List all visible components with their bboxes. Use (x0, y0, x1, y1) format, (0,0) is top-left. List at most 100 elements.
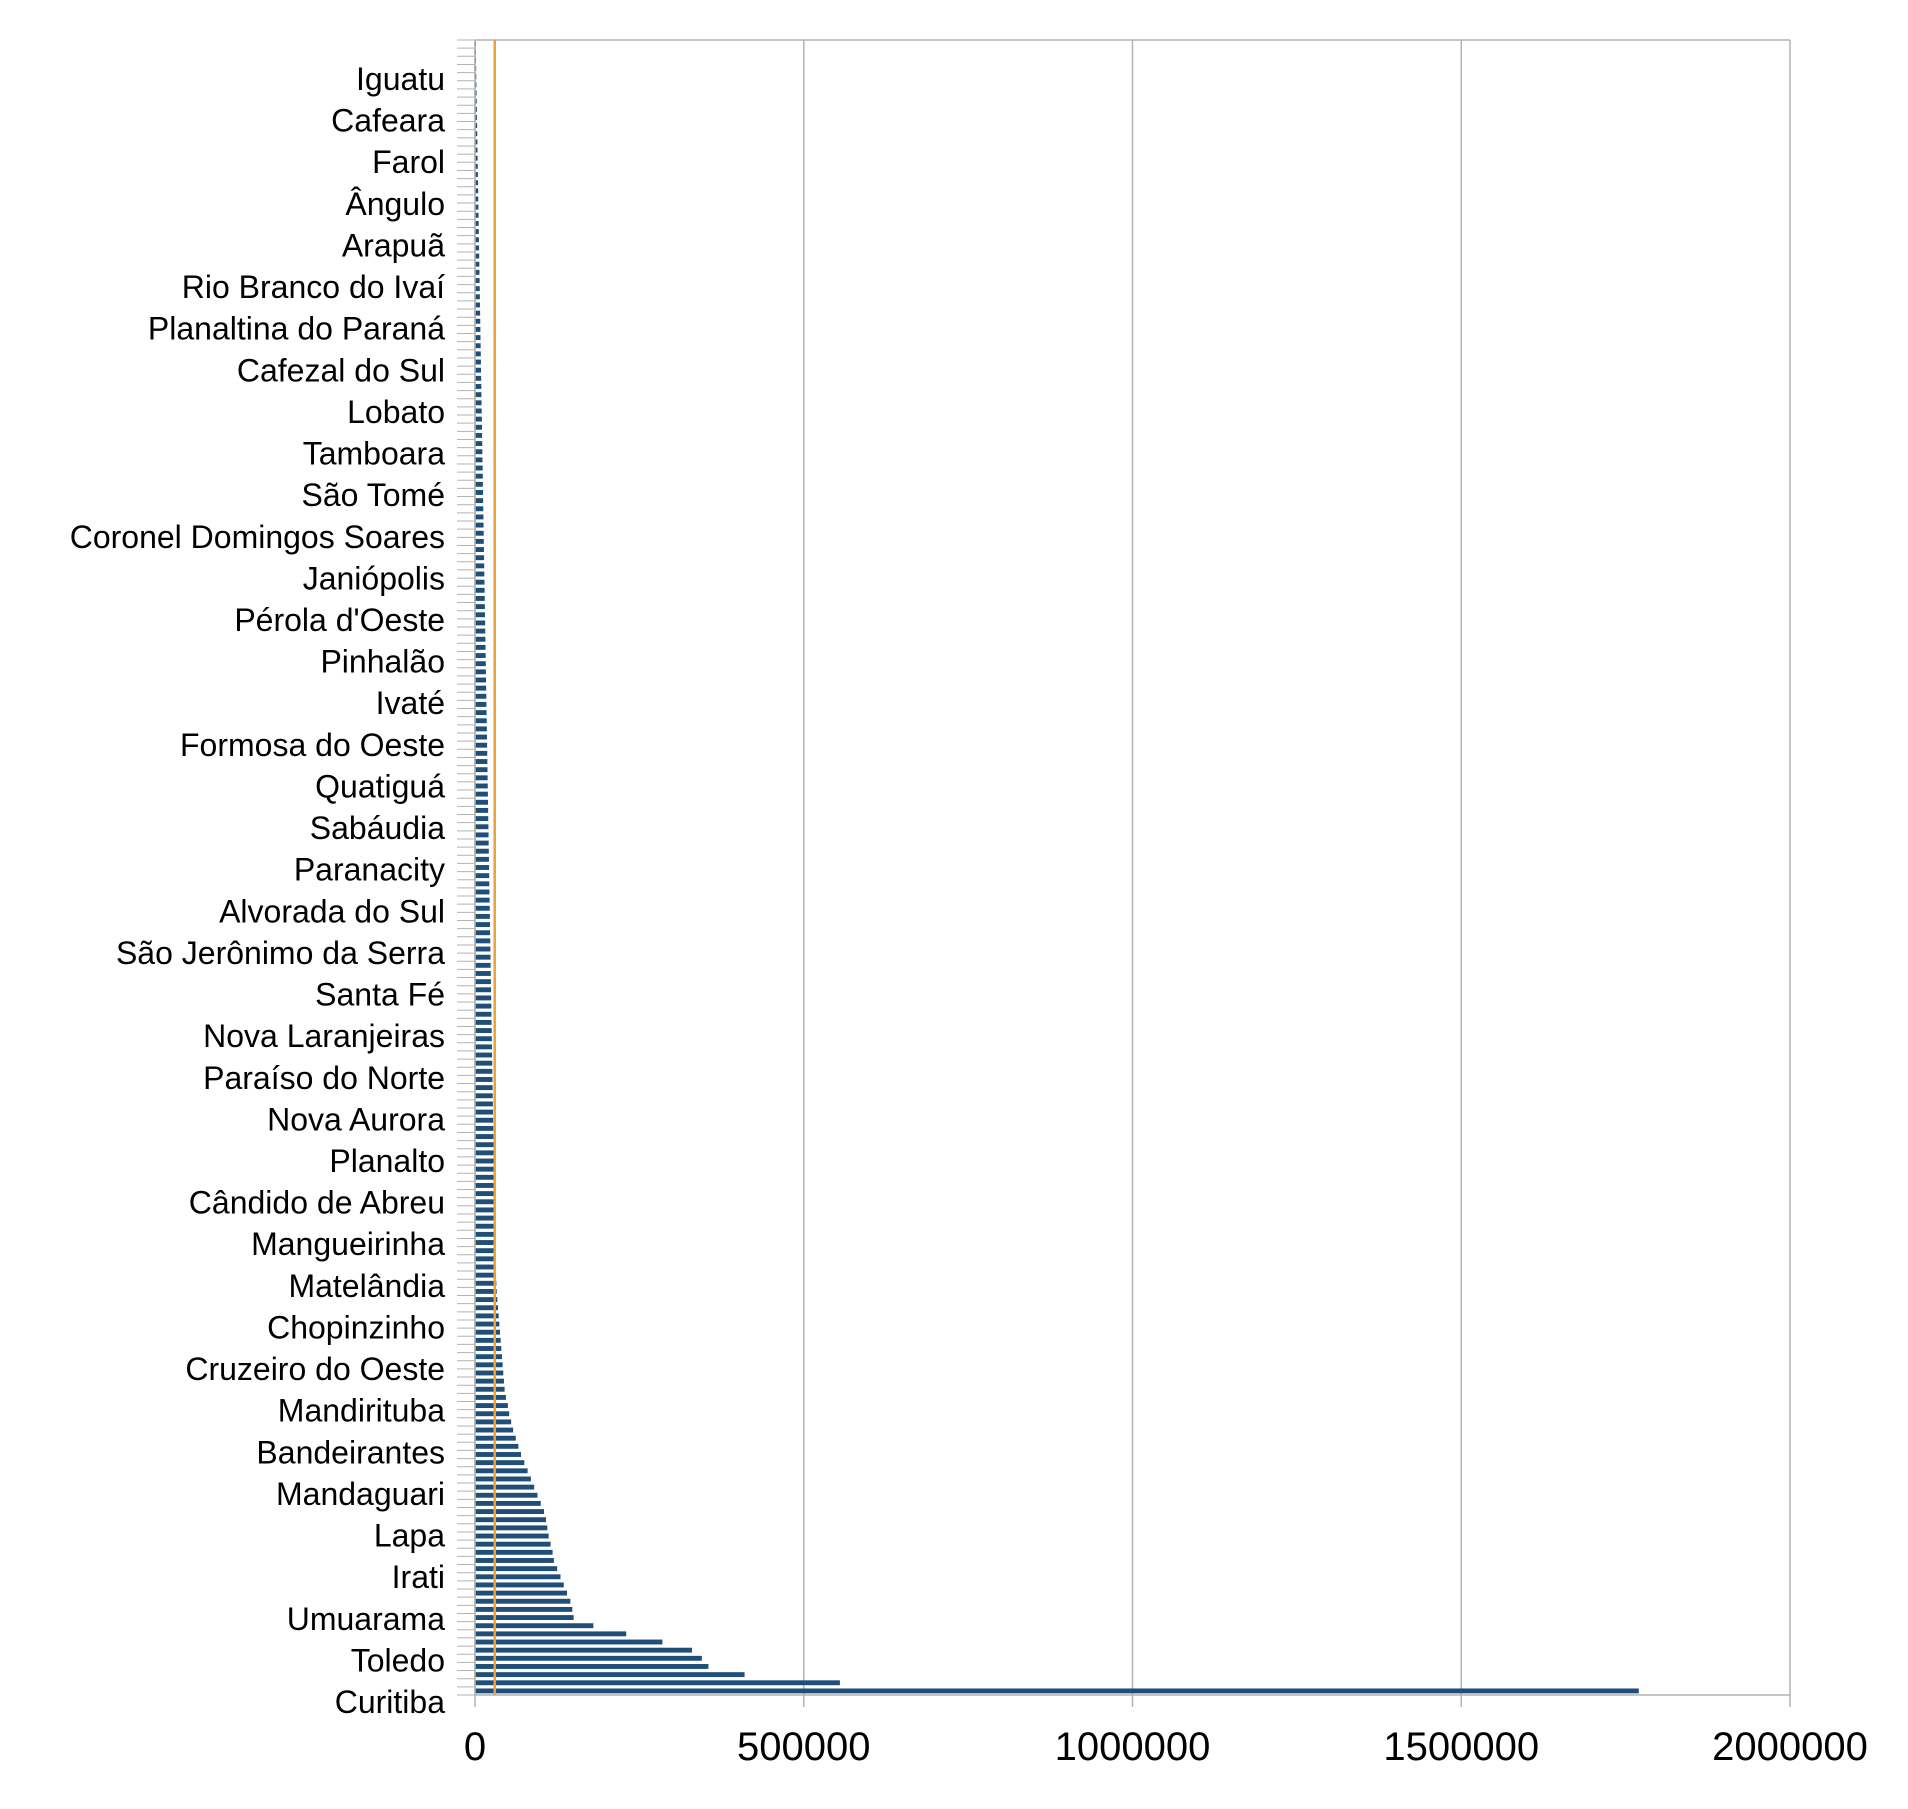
bar (475, 979, 491, 985)
bar (475, 750, 488, 756)
bar (475, 1125, 494, 1131)
y-tick-label: Paranacity (294, 852, 445, 888)
bar (475, 807, 489, 813)
bar (475, 1060, 493, 1066)
bar (475, 204, 479, 210)
bar (475, 115, 477, 120)
y-tick-label: Lapa (374, 1518, 445, 1554)
bar (475, 1631, 627, 1637)
bar (475, 628, 486, 634)
bar (475, 253, 480, 259)
bar (475, 1672, 745, 1678)
y-tick-label: Rio Branco do Ivaí (182, 269, 445, 305)
bar (475, 1183, 495, 1188)
bar (475, 278, 480, 283)
bar (475, 1305, 499, 1311)
bar (475, 1655, 702, 1661)
bar (475, 938, 491, 944)
bar (475, 1468, 528, 1474)
bar (475, 571, 485, 577)
y-tick-label: Planalto (329, 1143, 445, 1179)
bar (475, 400, 482, 406)
bar (475, 220, 479, 226)
bar (475, 1044, 492, 1050)
bar (475, 465, 483, 471)
bar (475, 1386, 505, 1392)
bar (475, 547, 484, 552)
bar (475, 1158, 494, 1164)
y-tick-label: Cafeara (331, 103, 445, 139)
bar (475, 522, 484, 528)
bar (475, 481, 483, 487)
x-tick-label: 500000 (737, 1725, 870, 1769)
bar (475, 661, 486, 667)
bar (475, 286, 480, 292)
bar (475, 1403, 508, 1409)
bar (475, 1452, 522, 1457)
bar (475, 180, 479, 186)
bar (475, 457, 483, 463)
bar (475, 1288, 497, 1294)
bar (475, 172, 478, 177)
bar (475, 424, 482, 430)
bar (475, 930, 491, 936)
bar (475, 636, 486, 642)
bar (475, 1052, 493, 1058)
bar (475, 106, 477, 112)
y-tick-label: Umuarama (287, 1601, 445, 1637)
bar (475, 1411, 510, 1417)
bar (475, 1191, 495, 1197)
y-tick-label: Paraíso do Norte (203, 1060, 445, 1096)
bar (475, 612, 485, 618)
bar (475, 237, 479, 243)
y-tick-label: Formosa do Oeste (180, 727, 445, 763)
bar (475, 905, 490, 911)
bar (475, 1647, 692, 1653)
y-tick-label: Pérola d'Oeste (234, 602, 445, 638)
y-tick-labels: Iguatu Cafeara Farol Ângulo Arapuã Rio Branco… (70, 61, 446, 1720)
bar (475, 889, 490, 895)
bar (475, 1362, 503, 1368)
bar (475, 302, 480, 308)
bar (475, 139, 478, 145)
bar (475, 155, 478, 161)
bar (475, 1093, 493, 1099)
bar (475, 530, 484, 536)
bar (475, 1623, 594, 1629)
bar (475, 1549, 553, 1555)
bar (475, 1199, 495, 1205)
bar (475, 742, 488, 748)
bar (475, 962, 491, 968)
bar (475, 229, 479, 235)
bar (475, 1134, 494, 1139)
y-tick-label: Janiópolis (303, 560, 445, 596)
bar (475, 498, 484, 504)
y-tick-label: Santa Fé (315, 977, 445, 1013)
bar (475, 1354, 502, 1360)
bar (475, 1011, 492, 1017)
bar (475, 1207, 495, 1213)
bar (475, 579, 485, 585)
bar (475, 734, 487, 740)
bar (475, 1240, 496, 1245)
y-tick-label: Cândido de Abreu (189, 1185, 445, 1221)
bar (475, 538, 484, 544)
grid-layer (474, 39, 1791, 1695)
bar (475, 1101, 493, 1107)
bar (475, 1313, 499, 1319)
y-tick-label: Ivaté (376, 685, 445, 721)
bar (475, 848, 489, 854)
bar (475, 473, 483, 479)
bar (475, 392, 482, 398)
bar (475, 1003, 492, 1009)
bar (475, 767, 488, 773)
bar (475, 261, 480, 267)
bar (475, 702, 487, 707)
bar (475, 971, 491, 976)
y-tick-label: Mandirituba (278, 1393, 445, 1429)
bar (475, 1174, 495, 1180)
bar (475, 1566, 558, 1572)
bar (475, 1606, 573, 1612)
